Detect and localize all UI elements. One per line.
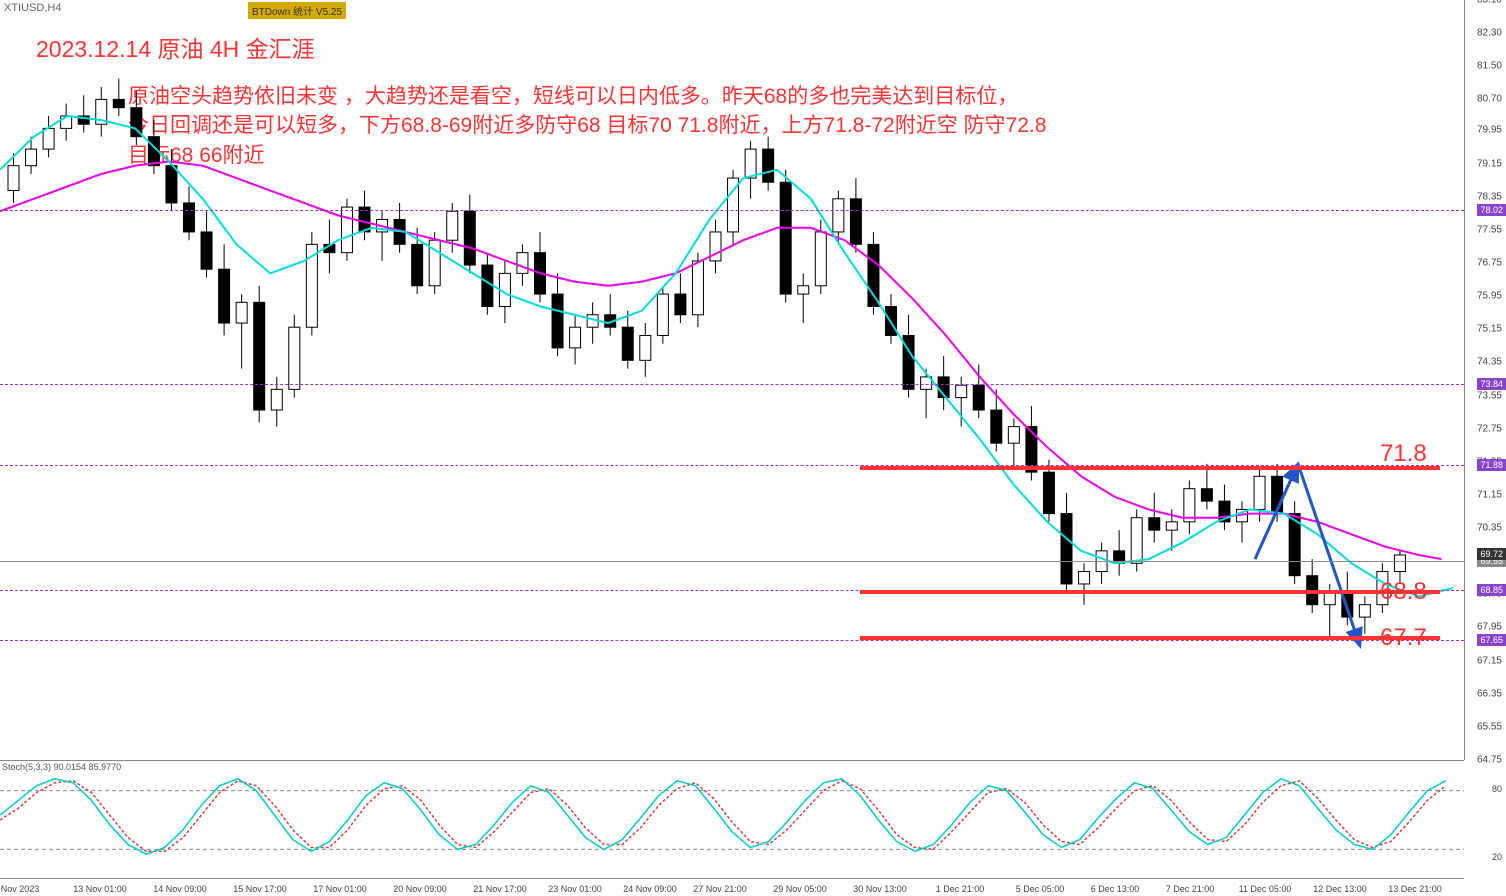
- stoch-svg: [0, 761, 1464, 879]
- time-tick: 27 Nov 21:00: [693, 884, 747, 894]
- price-tick: 67.15: [1477, 655, 1502, 666]
- time-tick: 13 Nov 01:00: [73, 884, 127, 894]
- price-tick: 75.15: [1477, 324, 1502, 335]
- stoch-tick: 20: [1492, 852, 1502, 862]
- time-tick: 7 Dec 21:00: [1166, 884, 1215, 894]
- price-tick: 79.95: [1477, 125, 1502, 136]
- support-resistance-line: [860, 466, 1440, 470]
- price-tick: 75.95: [1477, 291, 1502, 302]
- price-tick: 65.55: [1477, 721, 1502, 732]
- price-marker: 73.84: [1477, 378, 1506, 390]
- price-tick: 83.10: [1477, 0, 1502, 6]
- time-tick: 29 Nov 05:00: [773, 884, 827, 894]
- time-tick: 12 Dec 13:00: [1313, 884, 1367, 894]
- stoch-tick: 80: [1492, 784, 1502, 794]
- time-tick: 20 Nov 09:00: [393, 884, 447, 894]
- time-tick: 13 Dec 21:00: [1388, 884, 1442, 894]
- price-tick: 80.70: [1477, 94, 1502, 105]
- time-tick: 23 Nov 01:00: [548, 884, 602, 894]
- price-tick: 70.35: [1477, 523, 1502, 534]
- price-tick: 67.95: [1477, 622, 1502, 633]
- price-tick: 66.35: [1477, 688, 1502, 699]
- price-axis: 83.10 82.30 81.50 80.70 79.95 79.15 78.35 77.55…: [1464, 0, 1506, 760]
- price-tick: 79.15: [1477, 158, 1502, 169]
- time-tick: 17 Nov 01:00: [313, 884, 367, 894]
- price-marker: 78.02: [1477, 204, 1506, 216]
- main-price-chart[interactable]: 71.8 68.8 67.7: [0, 0, 1464, 760]
- price-tick: 81.50: [1477, 61, 1502, 72]
- price-tick: 74.35: [1477, 357, 1502, 368]
- price-tick: 73.55: [1477, 390, 1502, 401]
- level-line: [0, 561, 1464, 562]
- price-tick: 72.75: [1477, 423, 1502, 434]
- time-tick: 6 Dec 13:00: [1091, 884, 1140, 894]
- level-line: [0, 640, 1464, 641]
- support-resistance-line: [860, 590, 1440, 594]
- price-marker: 68.85: [1477, 584, 1506, 596]
- price-level-label: 67.7: [1380, 624, 1427, 652]
- current-price-marker: 69.72: [1477, 548, 1506, 560]
- time-tick: 1 Dec 21:00: [936, 884, 985, 894]
- time-tick: 24 Nov 09:00: [623, 884, 677, 894]
- price-marker: 71.88: [1477, 459, 1506, 471]
- price-level-label: 71.8: [1380, 440, 1427, 468]
- chart-svg: [0, 0, 1464, 760]
- level-line: [0, 210, 1464, 211]
- chart-container: XTIUSD,H4 BTDown 统计 V5.25 2023.12.14 原油 …: [0, 0, 1506, 896]
- support-resistance-line: [860, 636, 1440, 640]
- price-level-label: 68.8: [1380, 578, 1427, 606]
- time-tick: 21 Nov 17:00: [473, 884, 527, 894]
- stochastic-panel[interactable]: Stoch(5,3,3) 90.0154 85.9770 80 20: [0, 760, 1464, 878]
- price-tick: 82.30: [1477, 28, 1502, 39]
- price-tick: 71.15: [1477, 489, 1502, 500]
- time-tick: 30 Nov 13:00: [853, 884, 907, 894]
- price-tick: 78.35: [1477, 191, 1502, 202]
- price-tick: 77.55: [1477, 224, 1502, 235]
- time-tick: 5 Dec 05:00: [1016, 884, 1065, 894]
- time-tick: 15 Nov 17:00: [233, 884, 287, 894]
- level-line: [0, 384, 1464, 385]
- time-tick: 11 Dec 05:00: [1239, 884, 1292, 894]
- time-tick: Nov 2023: [1, 884, 40, 894]
- price-marker: 67.65: [1477, 634, 1506, 646]
- time-tick: 14 Nov 09:00: [153, 884, 207, 894]
- stoch-axis: 80 20: [1464, 761, 1506, 878]
- price-tick: 76.75: [1477, 257, 1502, 268]
- time-axis: Nov 2023 13 Nov 01:00 14 Nov 09:00 15 Nov 1…: [0, 878, 1464, 896]
